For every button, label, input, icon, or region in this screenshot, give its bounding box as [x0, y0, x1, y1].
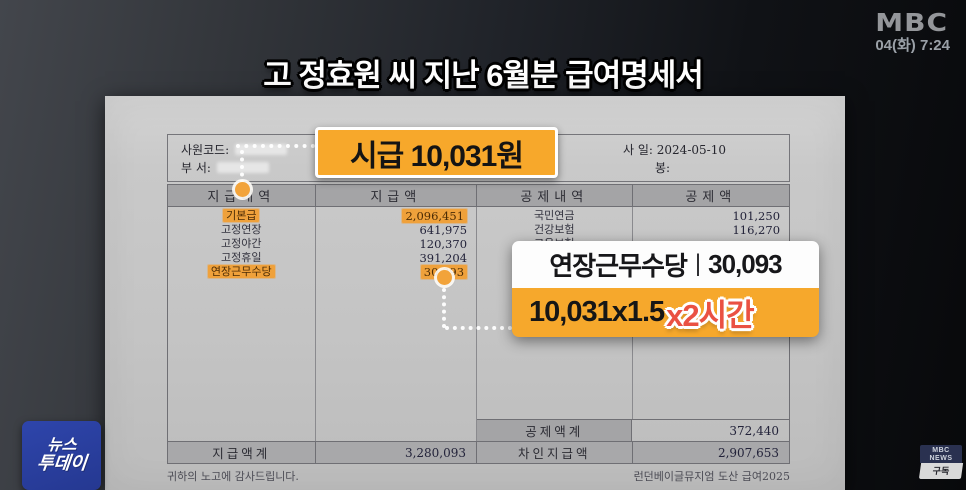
hourly-wage-callout: 시급 10,031원 — [315, 127, 558, 178]
payslip-table-header: 지급내역 지급액 공제내역 공제액 — [168, 185, 789, 207]
header-payment-items: 지급내역 — [168, 185, 316, 206]
payslip-footer-company: 런던베이글뮤지엄 도산 급여2025 — [633, 470, 790, 483]
grade-label: 봉: — [655, 161, 671, 175]
payslip-info-right: 사 일: 2024-05-10 봉: — [623, 141, 726, 177]
deduction-row-label: 국민연금 — [534, 209, 575, 222]
overtime-callout-formula: 10,031x1.5 x2시간 — [512, 288, 819, 337]
deduction-row-value: 101,250 — [732, 209, 781, 223]
hire-date-value: 2024-05-10 — [656, 143, 726, 157]
employee-code-redacted — [235, 144, 288, 155]
dotted-connector-vertical — [240, 150, 244, 184]
header-deduction-amount: 공제액 — [685, 190, 737, 205]
subscribe-label: 구독 — [918, 463, 964, 480]
deduction-total-value: 372,440 — [632, 419, 789, 441]
orange-marker-dot — [437, 270, 452, 285]
payslip-footer: 귀하의 노고에 감사드립니다. 런던베이글뮤지엄 도산 급여2025 — [167, 468, 790, 484]
overtime-value: 30,093 — [708, 249, 783, 279]
mbc-channel-logo: MBC — [875, 7, 948, 38]
news-headline: 고 정효원 씨 지난 6월분 급여명세서 — [263, 58, 704, 93]
mini-logo-line2: NEWS — [929, 454, 953, 462]
overtime-hours-tag: x2시간 — [666, 298, 755, 333]
overtime-formula: 10,031x1.5 — [529, 296, 665, 328]
employee-code-label: 사원코드: — [181, 143, 230, 157]
orange-marker-dot — [235, 182, 250, 197]
payment-row-label: 고정연장 — [221, 223, 262, 236]
payment-row-value: 641,975 — [419, 223, 468, 237]
header-payment-amount: 지급액 — [316, 185, 478, 206]
overtime-callout-title: 연장근무수당 | 30,093 — [512, 241, 819, 288]
payment-row-label: 고정야간 — [221, 237, 262, 250]
payment-total-value: 3,280,093 — [316, 442, 478, 463]
deduction-total-label: 공제액계 — [476, 419, 633, 441]
deduction-row-value: 116,270 — [732, 223, 781, 237]
news-today-program-badge: 뉴스 투데이 — [22, 421, 101, 490]
dotted-connector-horizontal — [445, 326, 512, 330]
program-badge-line1: 뉴스 — [45, 436, 78, 454]
deduction-values-column: 101,250 116,270 — [633, 207, 790, 419]
overtime-callout: 연장근무수당 | 30,093 10,031x1.5 x2시간 — [512, 241, 819, 337]
mini-logo-line1: MBC — [932, 447, 950, 454]
payment-values-column: 2,096,451 641,975 120,370 391,204 30,093 — [316, 207, 478, 419]
program-badge-line2: 투데이 — [35, 453, 88, 474]
payment-row-value: 2,096,451 — [316, 209, 476, 223]
broadcast-datetime: 04(화) 7:24 — [875, 37, 950, 54]
header-deduction-items: 공제내역 — [477, 185, 633, 206]
overtime-label: 연장근무수당 — [549, 251, 688, 281]
net-pay-label: 차인지급액 — [477, 442, 633, 463]
overtime-separator: | — [694, 249, 701, 277]
payment-row-value: 120,370 — [419, 237, 468, 251]
net-pay-value: 2,907,653 — [717, 445, 780, 460]
dotted-connector-horizontal — [236, 144, 315, 148]
mbc-news-mini-logo: MBC NEWS — [920, 445, 962, 464]
payment-labels-column: 기본급 고정연장 고정야간 고정휴일 연장근무수당 — [168, 207, 316, 419]
mbc-news-subscribe-badge: MBC NEWS 구독 — [918, 445, 964, 480]
deduction-total-row: 공제액계 372,440 — [168, 419, 789, 441]
payment-row-label: 고정휴일 — [221, 251, 262, 264]
deduction-row-label: 건강보험 — [534, 223, 575, 236]
payment-row-value: 391,204 — [419, 251, 468, 265]
hire-date-label: 사 일: — [623, 143, 653, 157]
payslip-table: 지급내역 지급액 공제내역 공제액 기본급 고정연장 고정야간 고정휴일 연장근… — [167, 184, 790, 464]
empty-cell — [168, 419, 316, 441]
department-label: 부 서: — [181, 161, 211, 175]
payment-row-label: 기본급 — [168, 209, 315, 223]
payment-total-label: 지급액계 — [168, 442, 316, 463]
dotted-connector-vertical — [442, 288, 446, 328]
payslip-footer-thanks: 귀하의 노고에 감사드립니다. — [167, 470, 299, 483]
grand-total-row: 지급액계 3,280,093 차인지급액 2,907,653 — [168, 441, 789, 463]
empty-cell — [316, 419, 477, 441]
payment-row-label: 연장근무수당 — [168, 265, 315, 279]
